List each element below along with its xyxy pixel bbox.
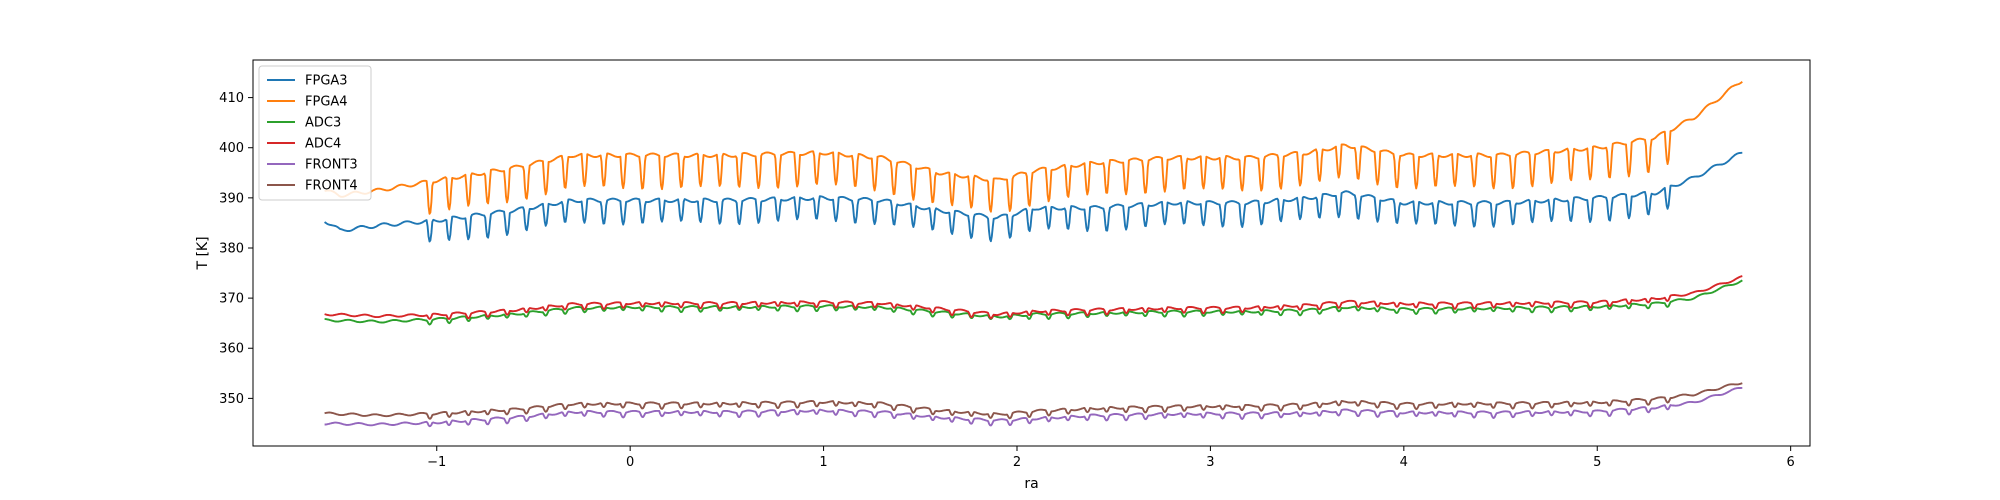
legend-label: FRONT3 <box>305 158 358 173</box>
y-tick-label: 350 <box>219 392 244 407</box>
x-tick-label: 2 <box>1013 455 1021 470</box>
plot-area <box>324 81 1743 428</box>
x-axis: −1 0 1 2 3 4 5 6 <box>427 446 1795 470</box>
y-axis-label: T [K] <box>195 236 211 270</box>
series-line-front4 <box>324 382 1743 420</box>
x-tick-label: −1 <box>427 455 446 470</box>
x-tick-label: 1 <box>819 455 827 470</box>
x-tick-label: 5 <box>1593 455 1601 470</box>
y-tick-label: 360 <box>219 342 244 357</box>
legend-label: ADC3 <box>305 116 341 131</box>
y-tick-label: 370 <box>219 292 244 307</box>
legend-label: FPGA3 <box>305 74 348 89</box>
legend-label: FRONT4 <box>305 179 358 194</box>
y-axis: 350 360 370 380 390 400 410 <box>219 91 253 407</box>
y-tick-label: 380 <box>219 241 244 256</box>
legend-box <box>258 65 372 201</box>
series-line-adc4 <box>324 275 1743 320</box>
x-axis-label: ra <box>1024 476 1038 492</box>
legend: FPGA3 FPGA4 ADC3 ADC4 FRONT3 FRONT4 <box>258 65 372 201</box>
legend-label: FPGA4 <box>305 95 348 110</box>
x-tick-label: 6 <box>1787 455 1795 470</box>
series-line-fpga4 <box>324 81 1743 215</box>
y-tick-label: 390 <box>219 191 244 206</box>
series-line-fpga3 <box>324 151 1743 243</box>
legend-label: ADC4 <box>305 137 341 152</box>
plot-frame <box>252 59 1811 447</box>
x-tick-label: 3 <box>1206 455 1214 470</box>
x-tick-label: 4 <box>1400 455 1408 470</box>
series-line-front3 <box>324 386 1743 428</box>
y-tick-label: 410 <box>219 91 244 106</box>
x-tick-label: 0 <box>626 455 634 470</box>
series-line-adc3 <box>324 279 1743 326</box>
y-tick-label: 400 <box>219 141 244 156</box>
